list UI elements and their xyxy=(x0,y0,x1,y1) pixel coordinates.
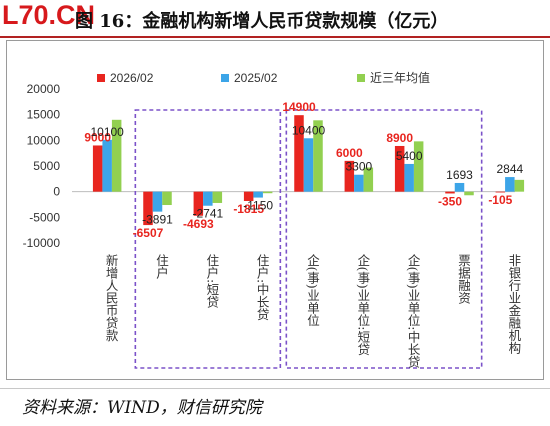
y-tick-label: 0 xyxy=(53,185,60,199)
data-label: 5400 xyxy=(396,149,423,163)
data-label: -2741 xyxy=(192,207,223,221)
title-bar xyxy=(0,0,550,38)
bar xyxy=(464,191,474,196)
bar xyxy=(193,191,204,216)
bar xyxy=(212,191,223,203)
bar xyxy=(152,191,163,212)
bar xyxy=(294,115,304,192)
data-label: 10100 xyxy=(90,125,124,139)
data-label: 14900 xyxy=(282,100,316,114)
data-label: -3891 xyxy=(142,213,173,227)
y-tick-label: -10000 xyxy=(23,236,61,250)
legend-label-1: 2026/02 xyxy=(110,71,154,85)
legend-swatch-1 xyxy=(97,74,105,82)
bar xyxy=(413,141,424,192)
category-label: 新增人民币贷款 xyxy=(104,253,119,342)
chart-frame xyxy=(6,40,544,380)
bottom-rule xyxy=(0,388,550,389)
category-label: 住户 xyxy=(154,254,169,280)
bar xyxy=(514,179,525,192)
bar xyxy=(262,191,273,194)
highlight-box-2 xyxy=(285,109,483,369)
data-label: -350 xyxy=(438,194,462,208)
watermark-logo: L70.CN xyxy=(2,0,96,30)
y-tick-label: 20000 xyxy=(27,82,61,96)
bar xyxy=(354,174,364,192)
bar xyxy=(162,191,172,206)
y-tick-label: -5000 xyxy=(29,210,60,224)
bar xyxy=(102,139,112,192)
data-label: -1150 xyxy=(243,199,273,213)
bar xyxy=(203,191,213,206)
bar xyxy=(445,191,455,194)
data-label: -6507 xyxy=(133,226,164,240)
data-label: 2844 xyxy=(496,162,523,176)
data-label: -105 xyxy=(488,193,512,207)
category-label: 住户:中长贷 xyxy=(255,254,270,321)
y-tick-label: 15000 xyxy=(27,108,61,122)
bar xyxy=(404,163,414,192)
data-label: -4693 xyxy=(183,217,214,231)
bar xyxy=(363,167,374,192)
bar xyxy=(253,191,263,198)
bar xyxy=(111,119,122,192)
data-label: 3300 xyxy=(345,160,372,174)
bar xyxy=(143,191,153,226)
data-label: 8900 xyxy=(386,131,413,145)
category-label: 企(事)业单位:短贷 xyxy=(355,253,370,356)
bar xyxy=(243,191,254,201)
figure-title: 图 16：金融机构新增人民币贷款规模（亿元） xyxy=(75,11,449,32)
data-label: 1693 xyxy=(446,168,473,182)
bar xyxy=(495,191,506,193)
bar xyxy=(505,177,515,192)
highlight-box-1 xyxy=(134,109,282,369)
data-label: 6000 xyxy=(336,146,363,160)
category-label: 企(事)业单位:中长贷 xyxy=(406,253,421,368)
bar xyxy=(394,145,405,192)
bar xyxy=(313,120,323,192)
category-label: 非银行业金融机构 xyxy=(506,254,521,355)
data-label: -1815 xyxy=(233,202,264,216)
category-label: 票据融资 xyxy=(456,254,471,305)
category-label: 企(事)业单位 xyxy=(305,253,320,326)
bar xyxy=(344,160,355,192)
data-label: 9000 xyxy=(84,130,111,144)
category-label: 住户:短贷 xyxy=(204,254,219,309)
legend-label-3: 近三年均值 xyxy=(370,70,430,85)
legend-label-2: 2025/02 xyxy=(234,71,278,85)
y-tick-label: 10000 xyxy=(27,133,61,147)
bar xyxy=(92,145,103,192)
y-tick-label: 5000 xyxy=(33,159,60,173)
legend-swatch-3 xyxy=(357,74,365,82)
legend-swatch-2 xyxy=(221,74,229,82)
bar xyxy=(303,138,314,192)
bar xyxy=(454,182,465,192)
data-label: 10400 xyxy=(292,123,326,137)
source-note: 资料来源：WIND，财信研究院 xyxy=(22,398,262,418)
